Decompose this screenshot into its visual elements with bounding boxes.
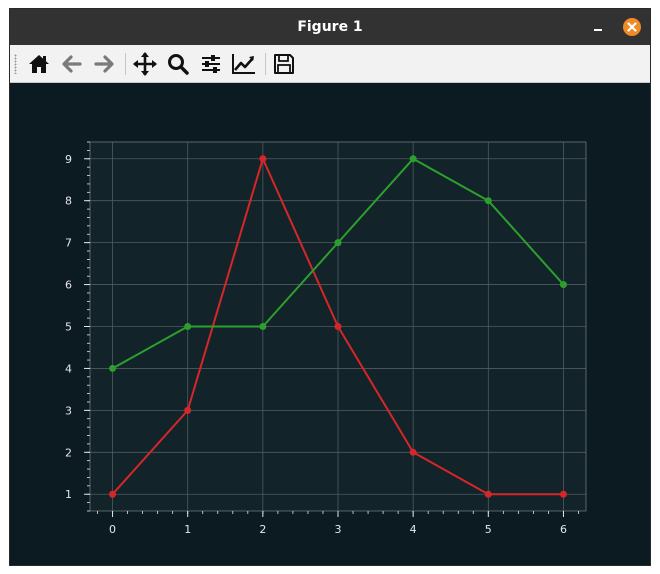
y-tick-label: 4 bbox=[65, 362, 72, 375]
x-tick-label: 4 bbox=[410, 523, 417, 536]
navigation-toolbar bbox=[10, 45, 650, 83]
series-0-point bbox=[334, 323, 342, 330]
title-bar[interactable]: Figure 1 bbox=[10, 9, 650, 45]
back-button[interactable] bbox=[58, 50, 86, 78]
series-0-point bbox=[559, 490, 567, 498]
series-0-point bbox=[259, 155, 267, 163]
series-1-point bbox=[409, 155, 417, 163]
close-button[interactable] bbox=[623, 18, 641, 36]
y-tick-label: 9 bbox=[65, 153, 72, 166]
back-icon bbox=[62, 55, 82, 73]
pan-button[interactable] bbox=[131, 50, 159, 78]
x-tick-label: 6 bbox=[560, 523, 567, 536]
figure-window: Figure 1 bbox=[9, 8, 651, 566]
y-tick-label: 3 bbox=[65, 404, 72, 417]
series-1-point bbox=[334, 239, 342, 247]
home-icon bbox=[29, 55, 49, 73]
window-title: Figure 1 bbox=[297, 19, 363, 35]
series-1-point bbox=[109, 364, 117, 372]
home-button[interactable] bbox=[25, 50, 53, 78]
y-tick-label: 6 bbox=[65, 279, 72, 292]
figure-canvas[interactable]: 0 1 2 3 4 5 6 1 2 3 4 5 6 7 8 9 bbox=[10, 83, 650, 565]
toolbar-grip[interactable] bbox=[14, 54, 17, 74]
series-1-point bbox=[184, 323, 192, 330]
minimize-button[interactable] bbox=[590, 18, 606, 36]
forward-button[interactable] bbox=[90, 50, 118, 78]
forward-icon bbox=[94, 55, 114, 73]
x-tick-label: 5 bbox=[485, 523, 492, 536]
pan-icon bbox=[133, 52, 157, 76]
close-icon bbox=[627, 22, 637, 32]
x-tick-label: 3 bbox=[335, 523, 342, 536]
y-tick-label: 7 bbox=[65, 237, 72, 250]
x-tick-label: 0 bbox=[109, 523, 116, 536]
toolbar-separator bbox=[265, 53, 266, 75]
series-1-point bbox=[259, 323, 267, 330]
configure-subplots-icon bbox=[202, 55, 220, 73]
zoom-button[interactable] bbox=[164, 50, 192, 78]
save-icon bbox=[274, 54, 294, 74]
x-tick-label: 1 bbox=[184, 523, 191, 536]
edit-axis-button[interactable] bbox=[230, 50, 258, 78]
edit-axis-icon bbox=[232, 54, 255, 74]
x-tick-label: 2 bbox=[259, 523, 266, 536]
configure-subplots-button[interactable] bbox=[197, 50, 225, 78]
series-0-point bbox=[184, 406, 192, 414]
y-tick-label: 8 bbox=[65, 195, 72, 208]
series-0-point bbox=[409, 448, 417, 456]
zoom-icon bbox=[168, 54, 189, 75]
series-1-point bbox=[559, 281, 567, 289]
line-chart[interactable]: 0 1 2 3 4 5 6 1 2 3 4 5 6 7 8 9 bbox=[10, 83, 650, 565]
toolbar-separator bbox=[125, 53, 126, 75]
y-tick-label: 5 bbox=[65, 321, 72, 334]
series-1-point bbox=[484, 197, 492, 205]
y-tick-label: 1 bbox=[65, 488, 72, 501]
series-0-point bbox=[109, 490, 117, 498]
save-button[interactable] bbox=[270, 50, 298, 78]
y-tick-label: 2 bbox=[65, 446, 72, 459]
series-0-point bbox=[484, 490, 492, 498]
